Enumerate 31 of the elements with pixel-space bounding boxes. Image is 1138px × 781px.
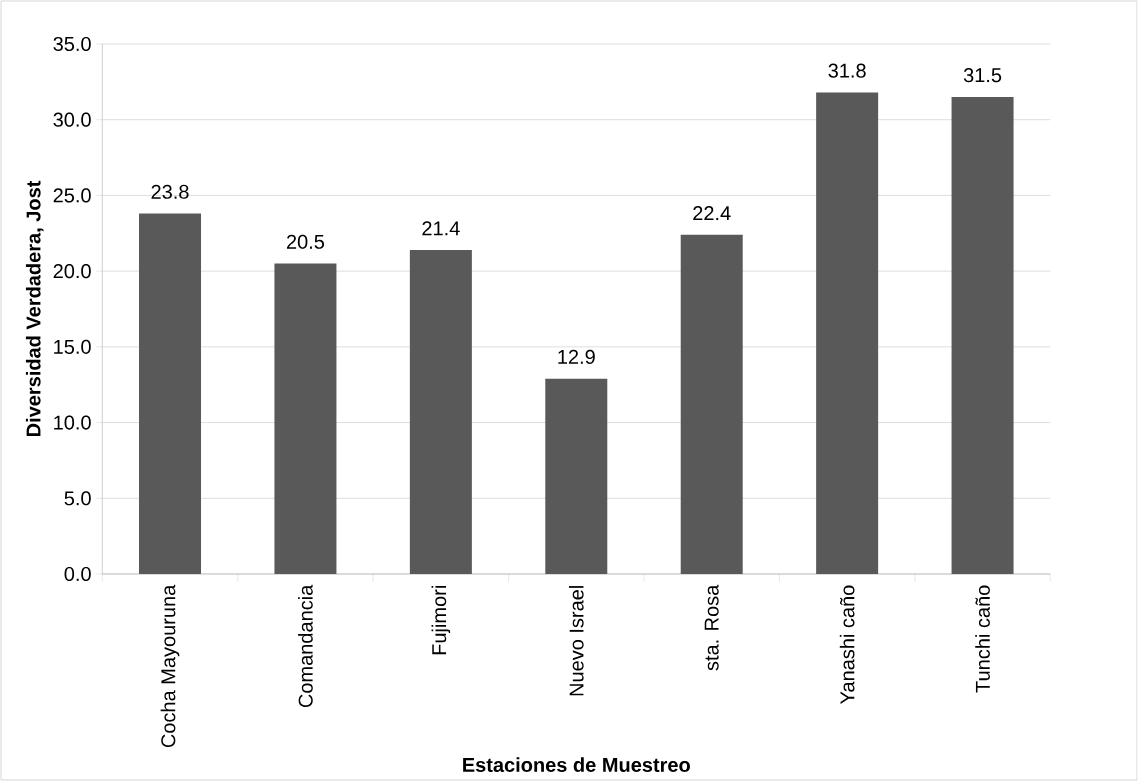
x-tick-label: Cocha Mayouruna [160, 584, 180, 748]
y-tick-label: 10.0 [54, 415, 91, 430]
y-tick-label: 0.0 [64, 566, 91, 582]
bar [409, 249, 472, 574]
data-label: 21.4 [422, 221, 460, 236]
bar [951, 96, 1014, 574]
bar [274, 263, 337, 574]
bar [680, 234, 743, 574]
x-tick-label: Yanashi caño [839, 585, 855, 704]
y-tick-label: 20.0 [53, 264, 91, 279]
y-tick-label: 5.0 [64, 491, 91, 506]
y-tick-label: 30.0 [53, 112, 91, 127]
x-axis-title: Estaciones de Muestreo [463, 757, 690, 772]
data-label: 23.8 [151, 184, 189, 199]
y-tick-label: 25.0 [53, 188, 91, 203]
data-label: 31.5 [963, 68, 1002, 83]
bar [139, 213, 202, 574]
x-tick-label: sta. Rosa [704, 584, 719, 671]
y-tick-label: 15.0 [54, 339, 91, 354]
data-label: 20.5 [286, 234, 325, 249]
y-tick-label: 35.0 [53, 36, 91, 52]
y-axis-title: Diversidad Verdadera, Jost [25, 180, 44, 437]
x-tick-label: Nuevo Israel [568, 586, 584, 696]
x-tick-label: Tunchi caño [975, 585, 990, 693]
x-tick-label: Comandancia [298, 584, 313, 708]
data-label: 31.8 [828, 63, 866, 78]
data-label: 22.4 [693, 206, 731, 221]
x-tick-label: Fujimori [431, 586, 451, 655]
bar [816, 92, 879, 574]
bar [545, 378, 608, 574]
data-label: 12.9 [558, 349, 595, 364]
